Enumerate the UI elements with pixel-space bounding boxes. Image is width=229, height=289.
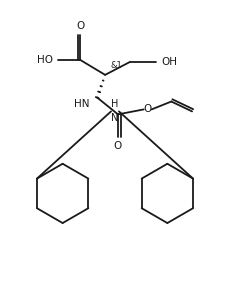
Text: &1: &1	[110, 61, 121, 70]
Text: OH: OH	[161, 57, 177, 67]
Text: O: O	[143, 104, 151, 114]
Text: HN: HN	[74, 99, 89, 108]
Text: H: H	[111, 99, 118, 110]
Text: HO: HO	[37, 55, 52, 65]
Text: N: N	[111, 113, 118, 123]
Text: O: O	[113, 141, 122, 151]
Text: O: O	[76, 21, 84, 32]
